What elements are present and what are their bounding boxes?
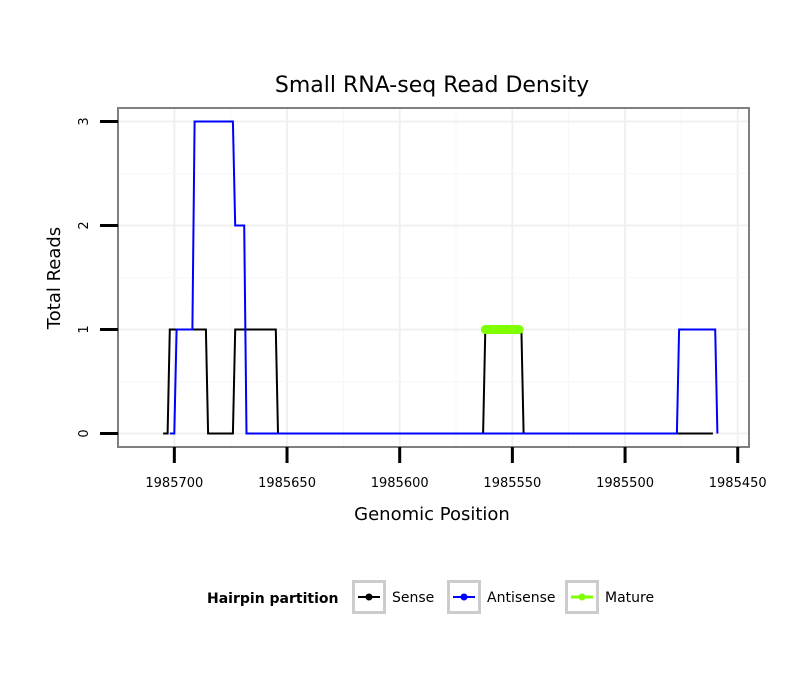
data-series — [163, 120, 719, 435]
y-tick-label: 3 — [77, 117, 92, 125]
legend-items: Sense Antisense Mature — [352, 580, 654, 614]
x-tick-label: 1985550 — [483, 476, 541, 491]
plot-panel — [117, 107, 750, 448]
legend-title: Hairpin partition — [207, 591, 338, 607]
x-tick-label: 1985450 — [709, 476, 767, 491]
legend: Hairpin partition Sense Antisense Mature — [207, 580, 654, 614]
y-axis: 0 1 2 3 — [77, 117, 118, 438]
x-axis: 1985700 1985650 1985600 1985550 1985500 19854… — [145, 447, 767, 491]
x-tick-label: 1985650 — [258, 476, 316, 491]
legend-label-sense: Sense — [392, 590, 434, 606]
legend-point-antisense — [460, 593, 468, 601]
legend-label-antisense: Antisense — [487, 590, 556, 606]
y-axis-title: Total Reads — [44, 227, 65, 330]
x-axis-title: Genomic Position — [354, 504, 510, 525]
y-tick-label: 1 — [77, 325, 92, 333]
y-tick-label: 2 — [77, 221, 92, 229]
legend-label-mature: Mature — [605, 590, 654, 606]
x-tick-label: 1985500 — [596, 476, 654, 491]
legend-point-sense — [365, 593, 373, 601]
y-tick-label: 0 — [77, 429, 92, 437]
plot-border — [117, 107, 750, 448]
x-tick-label: 1985700 — [145, 476, 203, 491]
chart-title: Small RNA-seq Read Density — [275, 73, 589, 98]
legend-point-mature — [578, 593, 586, 601]
x-tick-label: 1985600 — [371, 476, 429, 491]
series-line-antisense — [169, 120, 719, 435]
